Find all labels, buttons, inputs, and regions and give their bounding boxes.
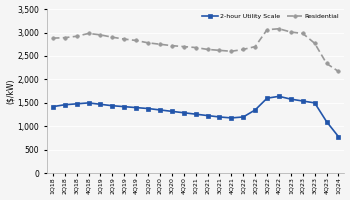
Residential <box>194 46 198 49</box>
Residential <box>253 45 257 48</box>
2-hour Utility Scale <box>229 117 233 119</box>
Residential <box>98 34 103 36</box>
Residential <box>336 70 341 73</box>
2-hour Utility Scale <box>110 105 114 107</box>
Residential <box>241 48 245 51</box>
2-hour Utility Scale <box>182 112 186 114</box>
Residential <box>277 28 281 30</box>
2-hour Utility Scale <box>205 114 210 117</box>
2-hour Utility Scale <box>336 135 341 138</box>
2-hour Utility Scale <box>324 120 329 123</box>
Residential <box>313 42 317 45</box>
2-hour Utility Scale <box>122 105 126 108</box>
Residential <box>158 43 162 45</box>
Residential <box>265 29 269 31</box>
Residential <box>134 39 138 42</box>
Residential <box>63 36 67 39</box>
Residential <box>301 32 305 35</box>
2-hour Utility Scale <box>158 109 162 111</box>
Legend: 2-hour Utility Scale, Residential: 2-hour Utility Scale, Residential <box>200 12 341 21</box>
2-hour Utility Scale <box>134 106 138 109</box>
2-hour Utility Scale <box>170 110 174 113</box>
2-hour Utility Scale <box>63 104 67 106</box>
2-hour Utility Scale <box>289 98 293 100</box>
2-hour Utility Scale <box>51 105 55 108</box>
Residential <box>75 35 79 37</box>
Line: 2-hour Utility Scale: 2-hour Utility Scale <box>51 95 340 138</box>
Residential <box>289 31 293 33</box>
Residential <box>146 42 150 44</box>
2-hour Utility Scale <box>146 107 150 110</box>
Residential <box>170 44 174 47</box>
2-hour Utility Scale <box>86 102 91 104</box>
2-hour Utility Scale <box>313 102 317 104</box>
Residential <box>182 45 186 48</box>
Residential <box>122 38 126 40</box>
Residential <box>217 49 222 52</box>
Line: Residential: Residential <box>51 27 340 73</box>
Residential <box>51 37 55 39</box>
2-hour Utility Scale <box>277 95 281 98</box>
Residential <box>229 50 233 52</box>
2-hour Utility Scale <box>265 97 269 99</box>
2-hour Utility Scale <box>241 116 245 118</box>
2-hour Utility Scale <box>217 116 222 118</box>
Residential <box>205 48 210 51</box>
Y-axis label: ($/kW): ($/kW) <box>6 78 15 104</box>
2-hour Utility Scale <box>75 103 79 105</box>
2-hour Utility Scale <box>301 100 305 102</box>
Residential <box>324 62 329 65</box>
2-hour Utility Scale <box>194 113 198 115</box>
2-hour Utility Scale <box>98 103 103 106</box>
2-hour Utility Scale <box>253 109 257 111</box>
Residential <box>110 36 114 38</box>
Residential <box>86 32 91 35</box>
